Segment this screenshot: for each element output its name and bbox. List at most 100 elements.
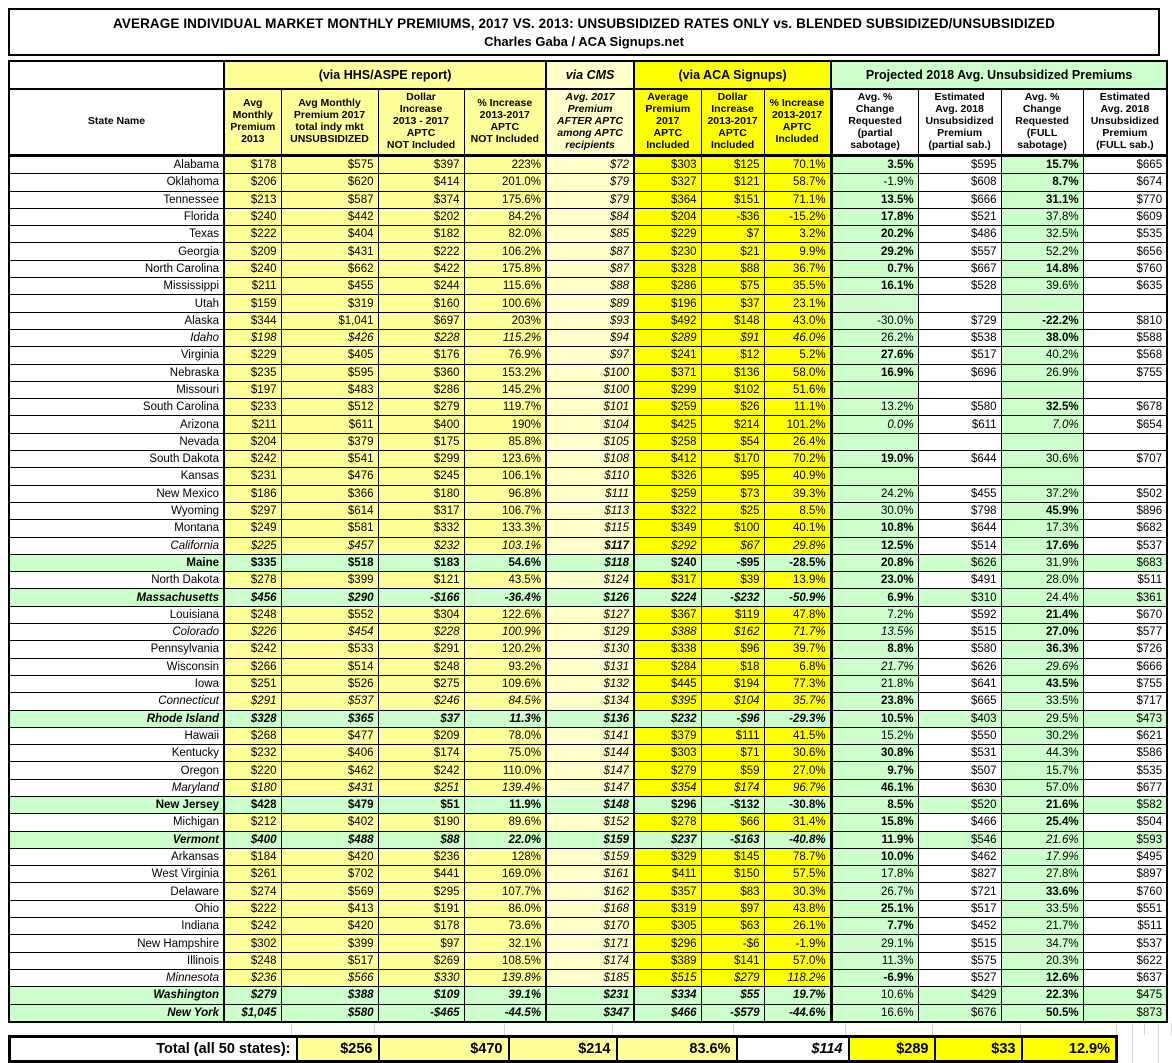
data-cell[interactable]: $170 (545, 917, 635, 936)
data-cell[interactable]: $211 (223, 277, 282, 296)
data-cell[interactable]: $827 (917, 865, 1002, 884)
data-cell[interactable]: 5.2% (763, 346, 832, 365)
data-cell[interactable]: $697 (377, 311, 465, 330)
data-cell[interactable]: $466 (633, 1003, 702, 1023)
data-cell[interactable]: $93 (545, 311, 635, 330)
data-cell[interactable]: $366 (280, 484, 379, 503)
data-cell[interactable]: 23.1% (763, 294, 832, 313)
data-cell[interactable]: $79 (545, 173, 635, 192)
data-cell[interactable]: 3.2% (763, 225, 832, 244)
data-cell[interactable]: $405 (280, 346, 379, 365)
data-cell[interactable]: 43.5% (463, 571, 547, 590)
total-data-cell[interactable]: $470 (377, 1035, 510, 1063)
data-cell[interactable]: 23.0% (829, 571, 919, 590)
data-cell[interactable]: $73 (700, 484, 765, 503)
data-cell[interactable]: $168 (545, 899, 635, 919)
data-cell[interactable]: $182 (377, 225, 465, 244)
data-cell[interactable]: 24.2% (829, 484, 919, 503)
data-cell[interactable]: 25.4% (1000, 813, 1084, 832)
data-cell[interactable]: $296 (633, 795, 702, 815)
data-cell[interactable]: $476 (280, 467, 379, 486)
data-cell[interactable]: $202 (377, 207, 465, 227)
data-cell[interactable]: $488 (280, 830, 379, 849)
data-cell[interactable]: $229 (633, 225, 702, 244)
data-cell[interactable] (1000, 467, 1084, 486)
data-cell[interactable]: 139.4% (463, 778, 547, 797)
data-cell[interactable]: 27.0% (1000, 623, 1084, 642)
data-cell[interactable]: $206 (223, 173, 282, 192)
data-cell[interactable]: $586 (1082, 744, 1168, 763)
data-cell[interactable]: $400 (377, 415, 465, 434)
data-cell[interactable]: 33.5% (1000, 899, 1084, 919)
state-name-cell[interactable]: Delaware (8, 882, 225, 901)
data-cell[interactable]: $83 (700, 882, 765, 901)
data-cell[interactable]: $580 (917, 398, 1002, 417)
data-cell[interactable]: 11.9% (463, 795, 547, 815)
data-cell[interactable] (917, 467, 1002, 486)
data-cell[interactable]: $770 (1082, 190, 1168, 209)
data-cell[interactable]: $455 (917, 484, 1002, 503)
total-data-cell[interactable]: $289 (847, 1035, 936, 1063)
total-data-cell[interactable]: $256 (295, 1035, 380, 1063)
data-cell[interactable]: $595 (280, 363, 379, 382)
data-cell[interactable]: $67 (700, 536, 765, 555)
data-cell[interactable]: $121 (377, 571, 465, 590)
data-cell[interactable]: $204 (633, 207, 702, 227)
data-cell[interactable]: $248 (223, 605, 282, 625)
data-cell[interactable]: $550 (917, 726, 1002, 746)
data-cell[interactable]: $244 (377, 277, 465, 296)
data-cell[interactable]: $674 (1082, 173, 1168, 192)
data-cell[interactable]: 0.7% (829, 259, 919, 279)
data-cell[interactable]: $334 (633, 986, 702, 1005)
data-cell[interactable]: $456 (223, 588, 282, 607)
data-cell[interactable]: -50.9% (763, 588, 832, 607)
data-cell[interactable]: $7 (700, 225, 765, 244)
data-cell[interactable]: 8.5% (829, 795, 919, 815)
data-cell[interactable]: $259 (633, 484, 702, 503)
data-cell[interactable]: $274 (223, 882, 282, 901)
data-cell[interactable]: 40.2% (1000, 346, 1084, 365)
data-cell[interactable]: $225 (223, 536, 282, 555)
data-cell[interactable]: $266 (223, 657, 282, 676)
data-cell[interactable]: 75.0% (463, 744, 547, 763)
data-cell[interactable]: 31.9% (1000, 553, 1084, 573)
data-cell[interactable]: $209 (377, 726, 465, 746)
data-cell[interactable]: $251 (223, 674, 282, 694)
data-cell[interactable]: 11.1% (763, 398, 832, 417)
state-name-cell[interactable]: Nebraska (8, 363, 225, 382)
data-cell[interactable]: 17.8% (829, 865, 919, 884)
data-cell[interactable]: $191 (377, 899, 465, 919)
data-cell[interactable]: $630 (917, 778, 1002, 797)
data-cell[interactable]: $442 (280, 207, 379, 227)
data-cell[interactable]: 36.7% (763, 259, 832, 279)
data-cell[interactable]: $162 (700, 623, 765, 642)
data-cell[interactable]: 13.2% (829, 398, 919, 417)
data-cell[interactable]: $577 (1082, 623, 1168, 642)
data-cell[interactable]: 25.1% (829, 899, 919, 919)
state-name-cell[interactable]: Louisiana (8, 605, 225, 625)
data-cell[interactable]: 13.5% (829, 190, 919, 209)
data-cell[interactable]: $26 (700, 398, 765, 417)
data-cell[interactable] (1082, 294, 1168, 313)
data-cell[interactable]: $426 (280, 328, 379, 348)
data-cell[interactable]: $367 (633, 605, 702, 625)
data-cell[interactable]: $180 (223, 778, 282, 797)
data-cell[interactable]: -40.8% (763, 830, 832, 849)
data-cell[interactable]: $268 (223, 726, 282, 746)
data-cell[interactable]: 35.5% (763, 277, 832, 296)
data-cell[interactable]: $608 (917, 173, 1002, 192)
data-cell[interactable]: $279 (223, 986, 282, 1005)
state-name-cell[interactable]: Ohio (8, 899, 225, 919)
data-cell[interactable]: $512 (280, 398, 379, 417)
data-cell[interactable]: 115.6% (463, 277, 547, 296)
data-cell[interactable]: $84 (545, 207, 635, 227)
data-cell[interactable]: 24.4% (1000, 588, 1084, 607)
data-cell[interactable]: $517 (917, 899, 1002, 919)
state-name-cell[interactable]: Oregon (8, 761, 225, 780)
data-cell[interactable]: -30.8% (763, 795, 832, 815)
data-cell[interactable]: $161 (545, 865, 635, 884)
data-cell[interactable]: $546 (917, 830, 1002, 849)
data-cell[interactable]: 58.7% (763, 173, 832, 192)
data-cell[interactable]: $85 (545, 225, 635, 244)
data-cell[interactable]: 71.7% (763, 623, 832, 642)
